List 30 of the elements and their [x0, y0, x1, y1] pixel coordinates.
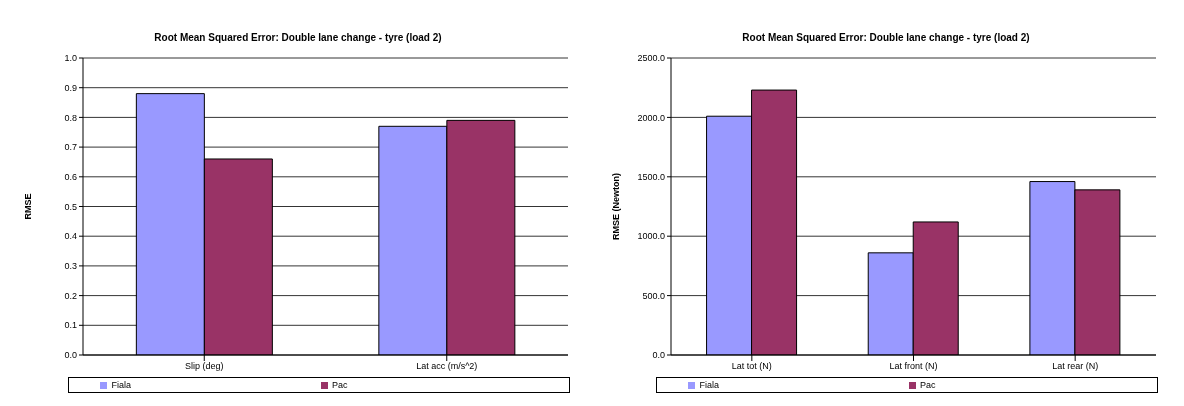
- y-axis-title: RMSE: [23, 193, 34, 220]
- y-tick-label: 1.0: [64, 53, 77, 64]
- y-tick-label: 0.3: [64, 261, 77, 272]
- legend-label: Pac: [920, 380, 936, 390]
- y-tick-label: 0.2: [64, 290, 77, 301]
- legend-label: Fiala: [699, 380, 719, 390]
- chart-title: Root Mean Squared Error: Double lane change - tyre (load 2): [153, 31, 443, 45]
- y-tick-label: 2000.0: [637, 112, 665, 123]
- x-tick-label: Lat front (N): [889, 361, 938, 372]
- y-tick-label: 0.7: [64, 142, 77, 153]
- y-tick-label: 0.5: [64, 201, 77, 212]
- y-tick-label: 0.4: [64, 231, 77, 242]
- legend-label: Pac: [332, 380, 348, 390]
- x-tick-label: Lat tot (N): [731, 361, 772, 372]
- y-tick-label: 0.8: [64, 112, 77, 123]
- legend-label: Fiala: [111, 380, 131, 390]
- y-axis-title: RMSE (Newton): [611, 173, 622, 240]
- y-tick-label: 1000.0: [637, 231, 665, 242]
- x-tick-label: Lat rear (N): [1052, 361, 1099, 372]
- y-tick-label: 0.0: [652, 350, 665, 361]
- y-tick-label: 2500.0: [637, 53, 665, 64]
- y-tick-label: 0.9: [64, 82, 77, 93]
- chart-title: Root Mean Squared Error: Double lane change - tyre (load 2): [741, 31, 1031, 45]
- y-tick-label: 500.0: [642, 290, 665, 301]
- y-tick-label: 0.1: [64, 320, 77, 331]
- y-tick-label: 1500.0: [637, 172, 665, 182]
- y-tick-label: 0.6: [64, 172, 77, 182]
- x-tick-label: Lat acc (m/s^2): [416, 361, 478, 372]
- x-tick-label: Slip (deg): [184, 361, 224, 372]
- y-tick-label: 0.0: [64, 350, 77, 361]
